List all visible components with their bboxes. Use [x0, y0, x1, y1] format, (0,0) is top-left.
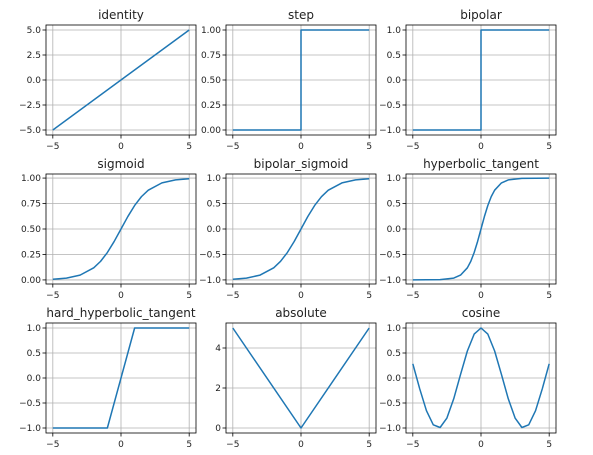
x-tick-label: 0: [298, 440, 304, 450]
y-tick-label: 0.5: [27, 349, 41, 359]
subplot-hyperbolic-tangent: −5 0 5 −1.0 −0.5 0.0 0.5 1.0 hyperbolic_tangent: [379, 157, 557, 301]
y-tick-label: 0.50: [21, 225, 41, 235]
x-tick-label: 5: [366, 142, 372, 152]
x-tick-label: −5: [46, 142, 59, 152]
x-tick-label: −5: [46, 291, 59, 301]
x-tick-label: 5: [546, 440, 552, 450]
y-tick-label: 1.0: [387, 174, 402, 184]
subplot-title: absolute: [275, 306, 327, 320]
series-line: [232, 327, 370, 429]
y-tick-label: −1.0: [199, 276, 221, 286]
y-tick-label: 0: [215, 424, 221, 434]
y-tick-label: 1.0: [27, 324, 42, 334]
y-tick-label: 2: [215, 384, 221, 394]
y-tick-label: 0.50: [201, 76, 221, 86]
subplot-title: hard_hyperbolic_tangent: [46, 306, 195, 320]
x-tick-label: −5: [406, 440, 419, 450]
subplot-title: step: [288, 8, 314, 22]
y-tick-label: −0.5: [379, 101, 401, 111]
y-tick-label: 0.0: [387, 374, 402, 384]
x-tick-label: 5: [186, 142, 192, 152]
x-tick-label: 0: [118, 440, 124, 450]
y-tick-label: −0.5: [19, 399, 41, 409]
y-tick-label: −2.5: [19, 101, 41, 111]
subplot-title: hyperbolic_tangent: [423, 157, 539, 171]
x-tick-label: 5: [546, 291, 552, 301]
y-tick-label: −1.0: [379, 126, 401, 136]
x-tick-label: 0: [298, 142, 304, 152]
series-line: [412, 327, 550, 429]
y-tick-label: −1.0: [19, 424, 41, 434]
y-tick-label: −1.0: [379, 424, 401, 434]
x-tick-label: 5: [546, 142, 552, 152]
x-tick-label: 0: [298, 291, 304, 301]
subplot-bipolar: −5 0 5 −1.0 −0.5 0.0 0.5 1.0 bipolar: [379, 8, 557, 152]
subplot-absolute: −5 0 5 0 2 4 absolute: [215, 306, 377, 450]
x-tick-label: −5: [406, 291, 419, 301]
x-tick-label: 0: [118, 291, 124, 301]
y-tick-label: 5.0: [27, 26, 42, 36]
x-tick-label: −5: [46, 440, 59, 450]
y-tick-label: 0.75: [201, 51, 221, 61]
y-tick-label: 2.5: [27, 51, 41, 61]
y-tick-label: −5.0: [19, 126, 41, 136]
x-tick-label: −5: [226, 440, 239, 450]
y-tick-label: 0.25: [201, 101, 221, 111]
subplot-identity: −5 0 5 −5.0 −2.5 0.0 2.5 5.0 identity: [19, 8, 197, 152]
subplot-title: sigmoid: [97, 157, 144, 171]
series-line: [52, 178, 190, 280]
x-tick-label: −5: [226, 142, 239, 152]
series-line: [52, 327, 190, 429]
subplot-sigmoid: −5 0 5 0.00 0.25 0.50 0.75 1.00 sigmoid: [21, 157, 197, 301]
subplot-hard-hyperbolic-tangent: −5 0 5 −1.0 −0.5 0.0 0.5 1.0 hard_hyperbolic_tan…: [19, 306, 197, 450]
y-tick-label: 1.0: [387, 324, 402, 334]
subplot-step: −5 0 5 0.00 0.25 0.50 0.75 1.00 step: [201, 8, 377, 152]
x-tick-label: 5: [186, 291, 192, 301]
subplot-title: identity: [98, 8, 144, 22]
y-tick-label: −0.5: [379, 250, 401, 260]
x-tick-label: 0: [118, 142, 124, 152]
x-tick-label: 0: [478, 142, 484, 152]
subplot-title: cosine: [462, 306, 501, 320]
y-tick-label: −0.5: [379, 399, 401, 409]
y-tick-label: 0.0: [387, 225, 402, 235]
series-line: [412, 177, 550, 281]
subplot-bipolar-sigmoid: −5 0 5 −1.0 −0.5 0.0 0.5 1.0 bipolar_sigmoid: [199, 157, 377, 301]
series-line: [232, 177, 370, 281]
y-tick-label: 0.0: [207, 225, 222, 235]
y-tick-label: 0.5: [387, 349, 401, 359]
y-tick-label: 0.00: [201, 126, 221, 136]
y-tick-label: 0.5: [207, 200, 221, 210]
y-tick-label: −0.5: [199, 250, 221, 260]
x-tick-label: 0: [478, 440, 484, 450]
y-tick-label: 0.0: [27, 76, 42, 86]
y-tick-label: 0.00: [21, 276, 41, 286]
y-tick-label: 1.0: [207, 174, 222, 184]
x-tick-label: 5: [366, 440, 372, 450]
x-tick-label: 5: [366, 291, 372, 301]
y-tick-label: −1.0: [379, 276, 401, 286]
series-line: [412, 29, 550, 131]
x-tick-label: −5: [226, 291, 239, 301]
y-tick-label: 0.5: [387, 200, 401, 210]
x-tick-label: 5: [186, 440, 192, 450]
series-line: [232, 29, 370, 131]
y-tick-label: 1.0: [387, 26, 402, 36]
series-line: [52, 29, 190, 131]
subplot-title: bipolar_sigmoid: [254, 157, 349, 171]
y-tick-label: 0.5: [387, 51, 401, 61]
subplot-cosine: −5 0 5 −1.0 −0.5 0.0 0.5 1.0 cosine: [379, 306, 557, 450]
y-tick-label: 1.00: [21, 174, 41, 184]
y-tick-label: 4: [215, 344, 221, 354]
y-tick-label: 0.25: [21, 250, 41, 260]
y-tick-label: 0.0: [387, 76, 402, 86]
x-tick-label: 0: [478, 291, 484, 301]
y-tick-label: 0.0: [27, 374, 42, 384]
subplot-title: bipolar: [460, 8, 502, 22]
x-tick-label: −5: [406, 142, 419, 152]
y-tick-label: 1.00: [201, 26, 221, 36]
y-tick-label: 0.75: [21, 200, 41, 210]
